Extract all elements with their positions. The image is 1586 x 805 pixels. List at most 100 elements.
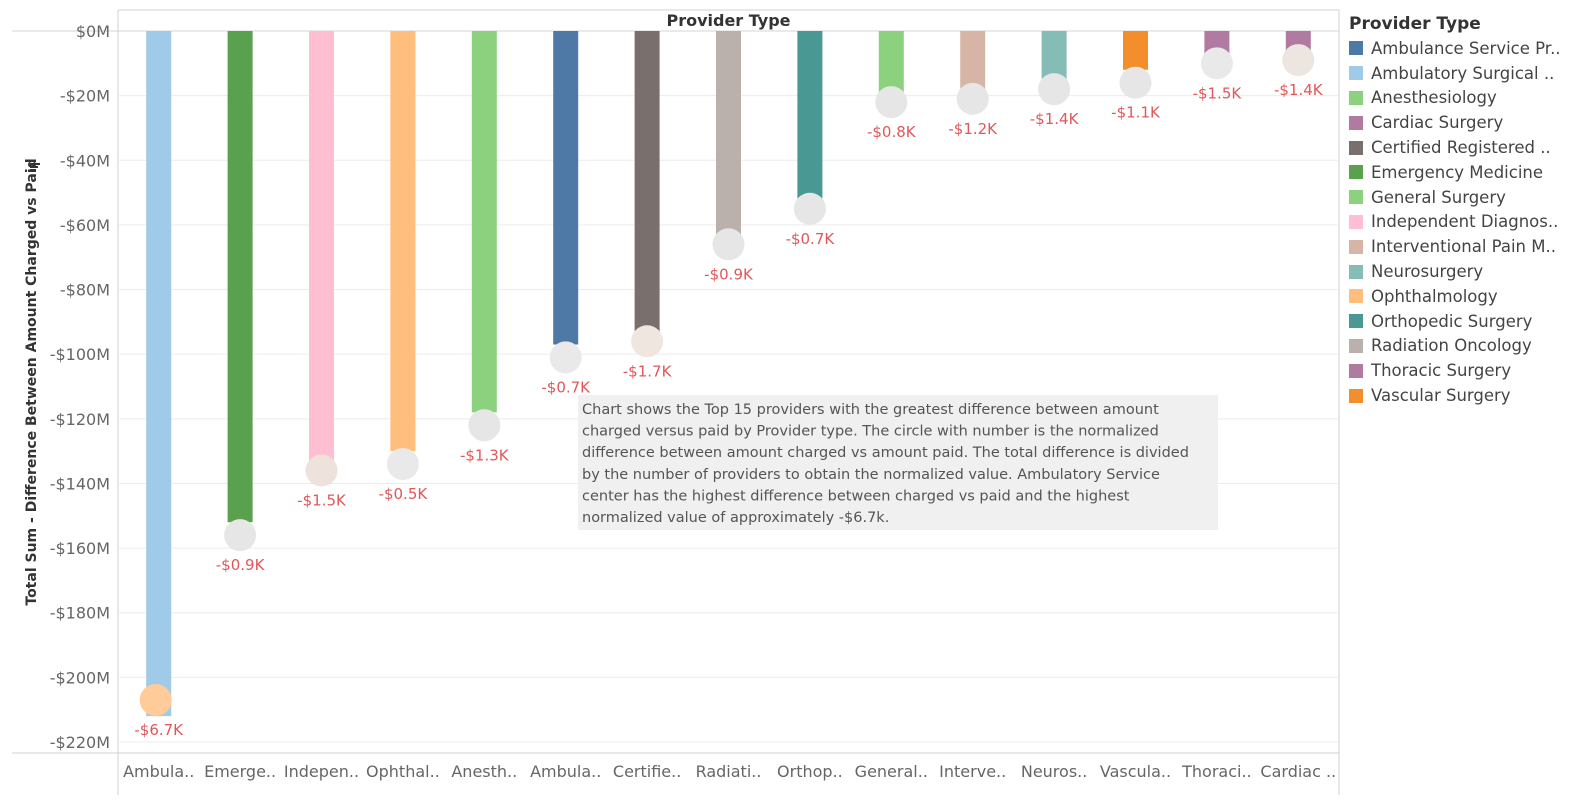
x-tick-label: Emerge.. — [204, 762, 276, 781]
normalized-marker — [875, 86, 908, 119]
x-tick-label: Orthop.. — [777, 762, 843, 781]
bar — [471, 31, 497, 413]
normalized-marker — [631, 325, 664, 358]
legend-item[interactable]: Ophthalmology — [1349, 284, 1579, 309]
normalized-marker — [712, 228, 745, 261]
legend-item[interactable]: General Surgery — [1349, 185, 1579, 210]
legend-label: Ambulance Service Pr.. — [1371, 38, 1561, 58]
x-tick-label: Neuros.. — [1021, 762, 1087, 781]
legend-swatch — [1349, 214, 1363, 229]
legend-swatch — [1349, 363, 1363, 378]
legend-item[interactable]: Anesthesiology — [1349, 86, 1579, 111]
sort-icon-bar — [30, 163, 40, 165]
annotation-text: Chart shows the Top 15 providers with th… — [582, 402, 1189, 526]
y-tick-label: -$60M — [60, 216, 110, 235]
legend-swatch — [1349, 190, 1363, 205]
bar — [1123, 31, 1148, 70]
bar — [227, 31, 253, 523]
legend-item[interactable]: Thoracic Surgery — [1349, 358, 1579, 383]
y-tick-label: $0M — [76, 22, 110, 41]
legend: Provider Type Ambulance Service Pr.. Ambu… — [1349, 12, 1579, 408]
bar — [309, 31, 334, 461]
bar — [960, 31, 986, 90]
legend-item[interactable]: Vascular Surgery — [1349, 383, 1579, 408]
y-tick-label: -$100M — [50, 345, 110, 364]
y-tick-label: -$160M — [50, 539, 110, 558]
marker-label: -$1.7K — [623, 362, 673, 380]
normalized-marker — [793, 192, 826, 225]
y-tick-label: -$220M — [50, 733, 110, 752]
marker-label: -$1.4K — [1030, 110, 1080, 128]
marker-label: -$0.5K — [379, 485, 429, 503]
x-tick-label: Ambula.. — [530, 762, 601, 781]
legend-label: Vascular Surgery — [1371, 386, 1511, 406]
legend-label: Certified Registered .. — [1371, 138, 1551, 158]
legend-swatch — [1349, 289, 1363, 304]
legend-swatch — [1349, 264, 1363, 279]
y-tick-label: -$80M — [60, 281, 110, 300]
marker-label: -$1.1K — [1111, 104, 1161, 122]
legend-label: General Surgery — [1371, 187, 1506, 207]
marker-label: -$0.9K — [704, 265, 754, 283]
legend-title: Provider Type — [1349, 14, 1481, 34]
x-tick-label: Anesth.. — [451, 762, 517, 781]
sort-icon-bar — [30, 166, 38, 168]
legend-item[interactable]: Radiation Oncology — [1349, 334, 1579, 359]
normalized-marker — [1119, 66, 1152, 99]
legend-label: Emergency Medicine — [1371, 162, 1544, 182]
normalized-marker — [549, 341, 582, 374]
x-tick-label: Ambula.. — [123, 762, 194, 781]
bar — [797, 31, 823, 200]
y-tick-label: -$200M — [50, 668, 110, 687]
x-tick-label: Cardiac .. — [1260, 762, 1336, 781]
legend-item[interactable]: Ambulance Service Pr.. — [1349, 36, 1579, 61]
normalized-marker — [1200, 47, 1233, 80]
legend-item[interactable]: Interventional Pain M.. — [1349, 234, 1579, 259]
bar — [878, 31, 904, 93]
marker-label: -$0.8K — [867, 123, 917, 141]
y-tick-label: -$40M — [60, 151, 110, 170]
marker-label: -$0.9K — [216, 556, 266, 574]
legend-item[interactable]: Orthopedic Surgery — [1349, 309, 1579, 334]
legend-item[interactable]: Cardiac Surgery — [1349, 110, 1579, 135]
x-tick-label: Thoraci.. — [1181, 762, 1252, 781]
sort-icon[interactable] — [30, 163, 40, 171]
legend-swatch — [1349, 41, 1363, 56]
marker-label: -$0.7K — [786, 230, 836, 248]
bar — [1041, 31, 1067, 80]
marker-label: -$1.4K — [1274, 81, 1324, 99]
marker-label: -$1.3K — [460, 446, 510, 464]
marker-label: -$1.2K — [948, 120, 998, 138]
legend-label: Independent Diagnos.. — [1371, 212, 1559, 232]
y-tick-label: -$140M — [50, 474, 110, 493]
bar — [146, 31, 172, 717]
sort-icon-bar — [30, 169, 36, 171]
legend-item[interactable]: Emergency Medicine — [1349, 160, 1579, 185]
normalized-marker — [1282, 44, 1315, 77]
legend-swatch — [1349, 165, 1363, 180]
normalized-marker — [386, 448, 419, 481]
y-tick-label: -$20M — [60, 87, 110, 106]
marker-label: -$6.7K — [134, 721, 184, 739]
legend-label: Radiation Oncology — [1371, 336, 1532, 356]
legend-item[interactable]: Independent Diagnos.. — [1349, 210, 1579, 235]
legend-swatch — [1349, 140, 1363, 155]
legend-label: Cardiac Surgery — [1371, 113, 1504, 133]
y-axis-label: Total Sum - Difference Between Amount Ch… — [24, 158, 40, 605]
legend-item[interactable]: Ambulatory Surgical .. — [1349, 61, 1579, 86]
normalized-marker — [305, 454, 338, 487]
legend-items: Ambulance Service Pr.. Ambulatory Surgica… — [1349, 36, 1579, 408]
legend-item[interactable]: Neurosurgery — [1349, 259, 1579, 284]
annotation-box — [578, 395, 1218, 530]
x-tick-label: General.. — [855, 762, 928, 781]
x-tick-label: Interve.. — [939, 762, 1006, 781]
legend-item[interactable]: Certified Registered .. — [1349, 135, 1579, 160]
x-tick-label: Radiati.. — [696, 762, 762, 781]
legend-label: Ophthalmology — [1371, 286, 1498, 306]
marker-label: -$1.5K — [297, 492, 347, 510]
marker-label: -$0.7K — [541, 378, 591, 396]
legend-swatch — [1349, 338, 1363, 353]
normalized-marker — [224, 519, 257, 552]
legend-swatch — [1349, 115, 1363, 130]
